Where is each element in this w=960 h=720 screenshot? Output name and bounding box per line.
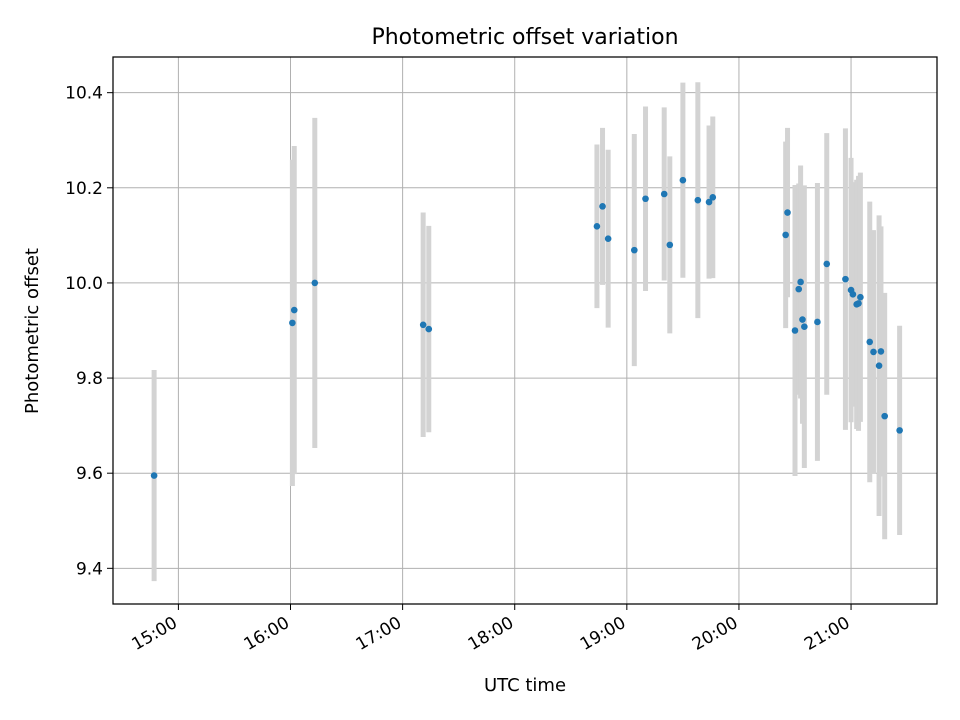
y-tick-label: 9.8 <box>76 369 103 389</box>
y-tick-label: 10.0 <box>65 274 103 294</box>
data-point <box>857 293 864 301</box>
y-axis-ticks: 9.4 9.6 9.8 10.0 10.2 10.4 <box>65 84 113 579</box>
data-point <box>814 318 821 326</box>
x-axis-label: UTC time <box>484 675 566 696</box>
data-point <box>694 196 702 204</box>
y-axis-label: Photometric offset <box>22 248 43 414</box>
data-point <box>666 241 674 249</box>
data-point <box>799 316 806 323</box>
y-tick-label: 10.4 <box>65 84 103 104</box>
data-point <box>870 348 877 356</box>
data-point <box>289 319 296 327</box>
data-point <box>782 231 789 239</box>
data-point <box>877 348 885 355</box>
y-tick-label: 10.2 <box>65 179 103 199</box>
data-point <box>855 300 862 307</box>
y-tick-label: 9.6 <box>76 464 103 484</box>
data-point <box>679 176 687 184</box>
chart-title: Photometric offset variation <box>371 25 678 50</box>
data-point <box>849 291 857 298</box>
data-point <box>881 412 888 420</box>
y-tick-label: 9.4 <box>76 559 103 579</box>
data-point <box>842 275 849 283</box>
data-point <box>705 198 713 206</box>
data-point <box>791 327 799 334</box>
data-point <box>425 325 433 333</box>
data-point <box>660 190 668 198</box>
data-point <box>290 306 298 314</box>
data-point <box>896 427 903 434</box>
data-point <box>419 321 427 329</box>
data-point <box>784 209 791 216</box>
data-point <box>311 279 319 287</box>
data-point <box>604 235 612 242</box>
data-point <box>801 323 808 330</box>
data-point <box>709 194 717 201</box>
data-point <box>599 203 606 210</box>
data-points <box>150 176 903 479</box>
data-point <box>642 195 649 203</box>
data-point <box>631 246 638 254</box>
data-point <box>823 260 831 268</box>
data-point <box>593 223 601 230</box>
data-point <box>797 278 804 286</box>
data-point <box>795 285 803 293</box>
data-point <box>875 362 883 369</box>
data-point <box>150 472 158 479</box>
plot-frame <box>112 56 938 605</box>
data-point <box>866 338 874 346</box>
